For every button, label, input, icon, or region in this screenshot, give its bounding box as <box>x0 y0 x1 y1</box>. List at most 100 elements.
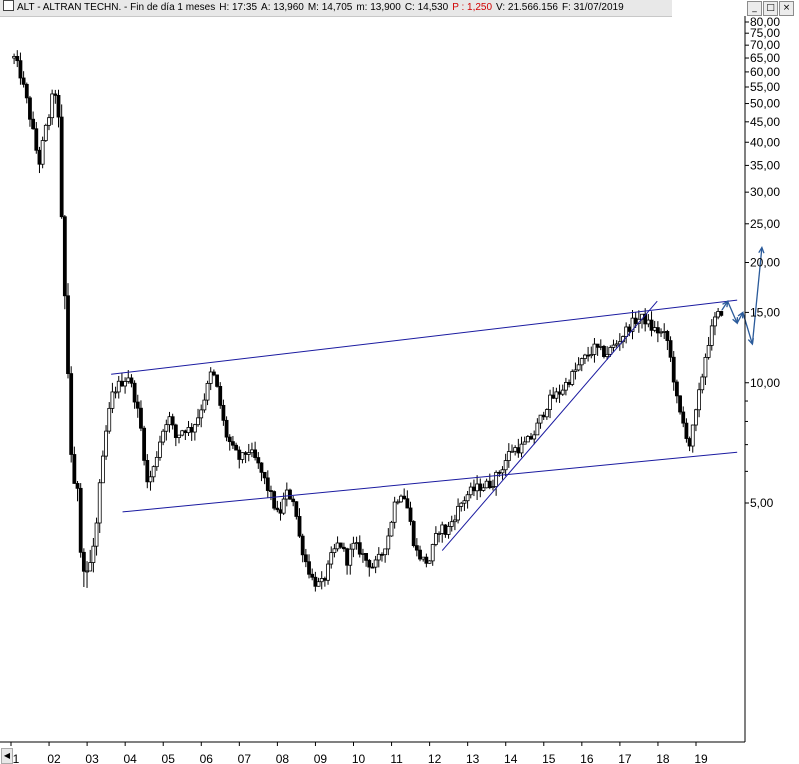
candle-body <box>231 441 235 446</box>
candle <box>243 451 248 464</box>
candle-body <box>259 462 264 473</box>
candle <box>319 571 324 590</box>
candle-body <box>275 507 280 511</box>
change-value: P : 1,250 <box>452 2 493 13</box>
candle-body <box>389 521 394 537</box>
window-buttons: _ □ × <box>747 1 797 16</box>
candle-body <box>678 395 682 413</box>
candle <box>120 372 124 387</box>
candle <box>503 453 508 477</box>
candle-body <box>72 454 77 484</box>
candle-body <box>278 509 283 514</box>
candle <box>196 408 200 427</box>
candle <box>713 312 717 336</box>
x-tick-label: 03 <box>85 752 99 764</box>
candle <box>405 490 410 509</box>
candle-body <box>652 327 657 331</box>
candle-body <box>586 354 591 357</box>
candle <box>402 488 407 500</box>
candle <box>303 548 308 568</box>
candle <box>652 320 657 333</box>
candle <box>97 479 102 534</box>
candle <box>145 454 150 489</box>
candle-body <box>427 560 432 564</box>
candle-body <box>595 343 600 348</box>
candle-body <box>376 553 381 561</box>
candle-body <box>481 487 486 491</box>
candle <box>224 416 229 442</box>
candle-body <box>364 553 369 561</box>
candle-body <box>161 430 166 443</box>
candle-body <box>414 545 419 551</box>
candle <box>237 446 242 469</box>
candle <box>560 384 565 396</box>
candle-body <box>633 317 638 324</box>
candle <box>719 310 724 317</box>
x-tick-label: 12 <box>428 752 442 764</box>
minimize-button[interactable]: _ <box>747 1 762 16</box>
candle-body <box>402 495 407 500</box>
candle-body <box>97 482 102 524</box>
candle-body <box>697 389 701 411</box>
candle <box>605 346 610 360</box>
candle <box>113 386 118 399</box>
maximize-button[interactable]: □ <box>763 1 778 16</box>
candle-body <box>303 554 308 563</box>
symbol-box-icon[interactable] <box>3 0 14 11</box>
candle <box>446 521 451 539</box>
candle-body <box>370 566 375 569</box>
candle-body <box>56 94 61 118</box>
candle <box>37 146 42 174</box>
trendline-lower-channel <box>122 451 738 513</box>
candle-body <box>649 319 654 331</box>
projection-segment <box>742 312 753 345</box>
x-tick-label: 04 <box>123 752 137 764</box>
candle <box>678 395 682 415</box>
candle-body <box>478 483 483 491</box>
candle-body <box>132 382 137 403</box>
candle-body <box>472 486 476 492</box>
x-tick-label: 16 <box>580 752 594 764</box>
candle-body <box>288 489 292 500</box>
candle <box>81 548 86 587</box>
candle-body <box>250 449 254 454</box>
candle-body <box>85 570 89 573</box>
candle-body <box>291 498 296 503</box>
x-tick-label: 10 <box>352 752 366 764</box>
y-tick-label: 5,00 <box>750 496 774 510</box>
scroll-left-arrow-icon[interactable]: ◀ <box>1 748 13 764</box>
candle <box>329 546 334 569</box>
candle <box>66 283 70 379</box>
candle-body <box>592 343 597 355</box>
candle-body <box>348 548 353 566</box>
candle <box>440 521 445 543</box>
symbol-name: ALT - ALTRAN TECHN. - Fin de día 1 meses <box>17 2 216 13</box>
candle-body <box>525 436 530 443</box>
candle <box>579 357 584 372</box>
candle <box>34 122 39 154</box>
candle-body <box>383 548 388 556</box>
candle <box>655 321 660 343</box>
candle <box>430 543 435 566</box>
candle-body <box>281 498 286 514</box>
candle <box>500 466 505 480</box>
close-button[interactable]: × <box>779 1 794 16</box>
candle-body <box>541 414 546 418</box>
candle <box>564 377 568 396</box>
x-tick-label: 05 <box>162 752 176 764</box>
candle-body <box>192 424 197 433</box>
candle-body <box>668 340 673 358</box>
projection-segment <box>751 247 763 345</box>
candle <box>56 89 61 128</box>
candle-body <box>659 331 663 334</box>
candle <box>132 380 137 409</box>
candle-body <box>602 345 606 357</box>
candle-body <box>510 450 514 453</box>
candle <box>646 314 651 328</box>
candle <box>376 547 381 568</box>
candle-body <box>345 548 349 566</box>
candle-body <box>655 327 660 334</box>
candle-body <box>418 549 422 560</box>
candle-body <box>319 578 324 583</box>
